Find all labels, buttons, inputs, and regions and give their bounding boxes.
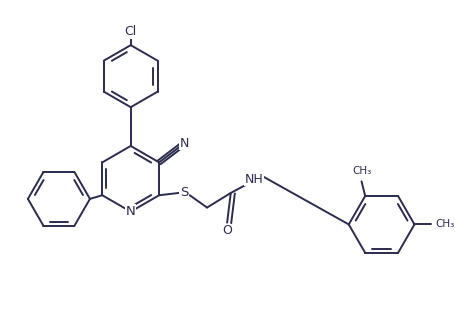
Text: N: N: [126, 205, 135, 218]
Text: H: H: [251, 174, 259, 184]
Text: NH: NH: [244, 173, 263, 186]
Text: O: O: [222, 224, 232, 237]
Text: CH₃: CH₃: [351, 166, 370, 176]
Text: CH₃: CH₃: [435, 219, 454, 229]
Text: Cl: Cl: [124, 25, 136, 38]
Text: N: N: [179, 137, 188, 150]
Text: S: S: [180, 187, 188, 199]
